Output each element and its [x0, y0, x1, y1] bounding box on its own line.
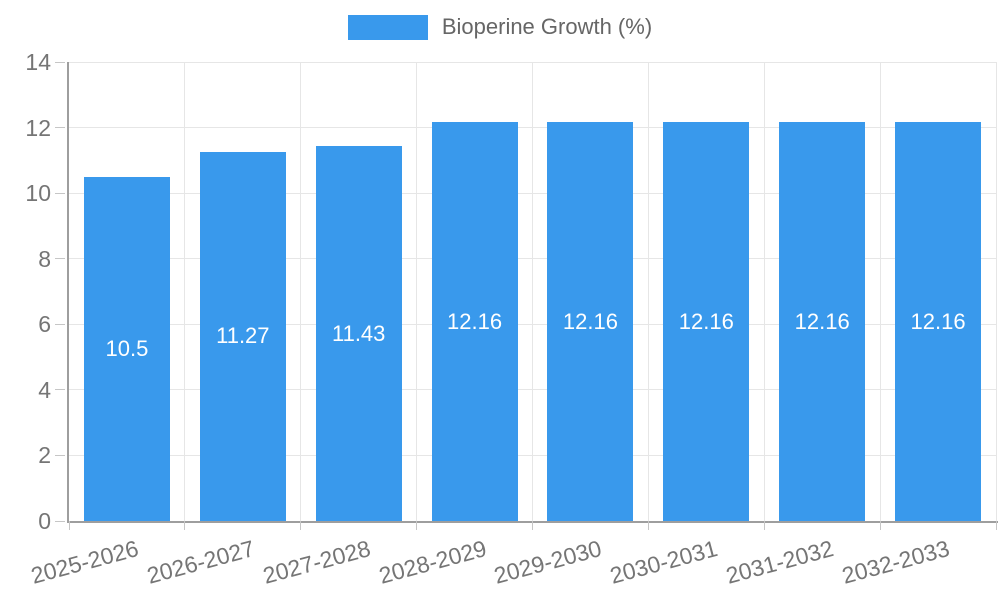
x-tick-label: 2032-2033	[839, 535, 953, 589]
x-axis-tick	[68, 521, 70, 530]
y-axis-tick	[55, 192, 65, 194]
x-axis-tick	[763, 521, 765, 530]
x-axis-tick	[184, 521, 186, 530]
x-tick-label: 2027-2028	[259, 535, 373, 589]
y-axis-tick	[55, 258, 65, 260]
bar[interactable]	[895, 122, 982, 521]
x-axis-tick	[532, 521, 533, 530]
y-axis-tick	[55, 454, 65, 456]
y-tick-label: 14	[25, 49, 51, 75]
x-axis-tick	[300, 521, 302, 530]
x-tick-label: 2029-2030	[491, 535, 605, 589]
y-axis-tick	[55, 520, 65, 522]
bar[interactable]	[547, 122, 634, 521]
bar[interactable]	[315, 146, 402, 521]
bar[interactable]	[199, 151, 286, 521]
y-axis-tick	[55, 61, 65, 63]
gridline-vertical	[879, 62, 881, 521]
bar[interactable]	[779, 122, 866, 521]
y-tick-label: 2	[38, 442, 51, 469]
plot-area: 0 2 4 6 8 10 12 14 10.5 2025-2026 11.27 2026-2027 11…	[25, 51, 998, 589]
bar[interactable]	[663, 122, 750, 521]
bar[interactable]	[83, 176, 170, 521]
gridline-vertical	[647, 62, 649, 521]
y-tick-label: 4	[38, 376, 51, 403]
gridline-vertical	[532, 62, 533, 521]
y-tick-label: 10	[25, 180, 51, 207]
y-tick-label: 0	[38, 508, 51, 534]
x-axis-tick	[416, 521, 418, 530]
x-axis-tick	[647, 521, 649, 530]
x-tick-label: 2026-2027	[144, 535, 258, 589]
y-axis-tick	[55, 323, 65, 325]
legend-label: Bioperine Growth (%)	[441, 14, 653, 39]
x-tick-label: 2025-2026	[28, 535, 142, 589]
gridline-vertical	[300, 62, 302, 521]
y-tick-label: 12	[25, 114, 51, 141]
gridline-vertical	[184, 62, 186, 521]
gridline-vertical	[995, 62, 997, 521]
x-tick-label: 2030-2031	[607, 535, 721, 589]
x-axis-tick	[879, 521, 881, 530]
y-tick-label: 6	[38, 311, 51, 338]
x-tick-label: 2031-2032	[723, 535, 837, 589]
y-axis-tick	[55, 127, 65, 129]
y-tick-label: 8	[38, 245, 51, 272]
legend-swatch-icon	[347, 14, 428, 40]
y-axis-tick	[55, 389, 65, 391]
x-tick-label: 2028-2029	[375, 535, 489, 589]
gridline-vertical	[763, 62, 765, 521]
bar[interactable]	[431, 122, 518, 521]
gridline-vertical	[416, 62, 418, 521]
x-axis-tick	[995, 521, 997, 530]
legend[interactable]: Bioperine Growth (%)	[0, 14, 1000, 40]
